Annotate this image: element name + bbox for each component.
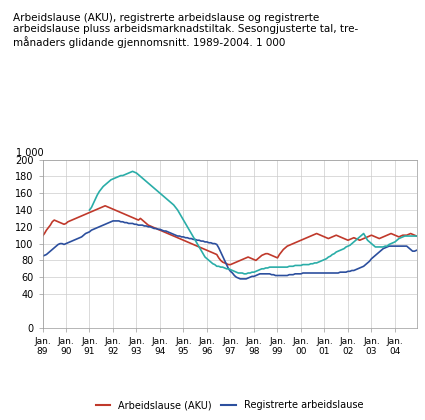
Text: Arbeidslause (AKU), registrerte arbeidslause og registrerte
arbeidslause pluss a: Arbeidslause (AKU), registrerte arbeidsl… xyxy=(13,13,358,48)
Legend: Registrerte arbeidslause pluss tiltak: Registrerte arbeidslause pluss tiltak xyxy=(44,417,250,420)
Text: 1 000: 1 000 xyxy=(16,148,44,158)
